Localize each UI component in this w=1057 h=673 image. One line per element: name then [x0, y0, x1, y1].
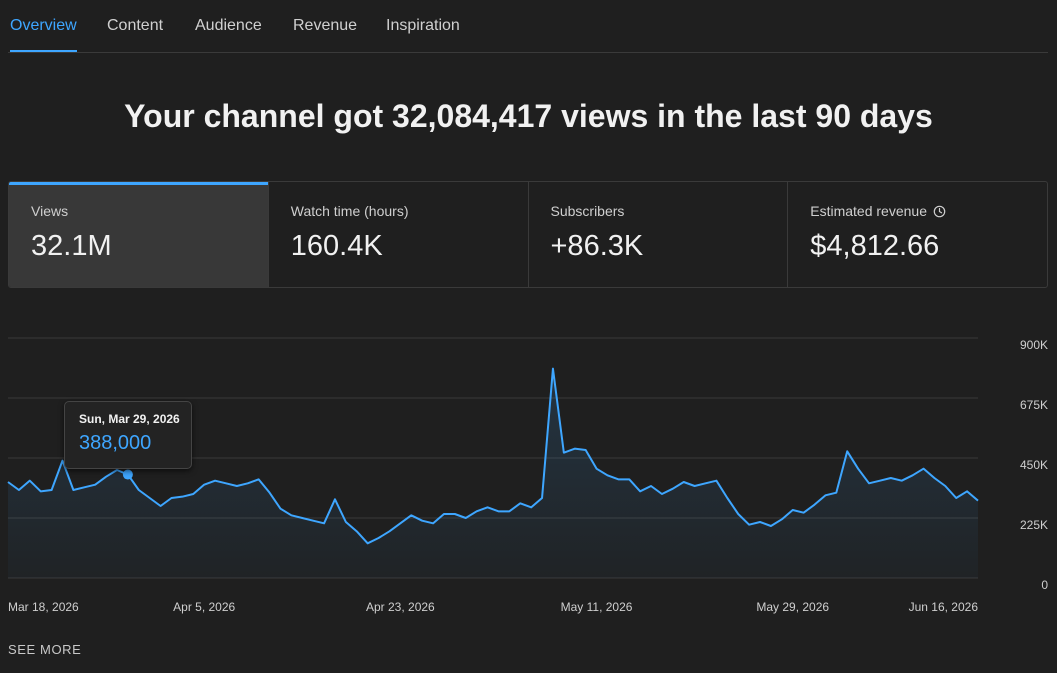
metric-card-watch-time[interactable]: Watch time (hours) 160.4K: [267, 182, 528, 287]
tab-audience[interactable]: Audience: [195, 17, 262, 34]
x-tick-label: Jun 16, 2026: [909, 600, 979, 614]
metric-label-text: Estimated revenue: [810, 203, 927, 219]
metric-label-text: Views: [31, 203, 69, 219]
metric-label: Views: [31, 203, 68, 219]
tab-inspiration[interactable]: Inspiration: [386, 17, 460, 34]
metric-label: Watch time (hours): [291, 203, 409, 219]
tab-content[interactable]: Content: [107, 17, 164, 34]
clock-icon[interactable]: [933, 205, 946, 218]
metric-label: Subscribers: [551, 203, 625, 219]
see-more-link[interactable]: SEE MORE: [8, 642, 82, 657]
y-tick-label: 675K: [1020, 398, 1048, 412]
metric-label: Estimated revenue: [810, 203, 946, 219]
tab-revenue[interactable]: Revenue: [293, 17, 358, 34]
x-tick-label: Mar 18, 2026: [8, 600, 79, 614]
y-tick-label: 225K: [1020, 518, 1048, 532]
y-tick-label: 0: [1041, 578, 1048, 592]
x-tick-label: Apr 23, 2026: [366, 600, 435, 614]
x-tick-label: May 11, 2026: [561, 600, 633, 614]
tooltip-value: 388,000: [79, 432, 152, 454]
metric-value: $4,812.66: [810, 230, 940, 262]
y-tick-label: 900K: [1020, 338, 1048, 352]
tooltip-date: Sun, Mar 29, 2026: [79, 412, 180, 426]
metric-value: +86.3K: [550, 230, 644, 262]
metric-card-views[interactable]: Views 32.1M: [9, 182, 268, 287]
metric-label-text: Watch time (hours): [290, 203, 409, 219]
chart-tooltip: Sun, Mar 29, 2026 388,000: [64, 401, 192, 469]
views-chart: 900K 675K 450K 225K 0 Mar 18, 2026 Apr 5, 202…: [7, 337, 1048, 614]
metric-label-text: Subscribers: [550, 203, 625, 219]
metric-value: 32.1M: [31, 230, 112, 262]
analytics-tabs: Overview Content Audience Revenue Inspir…: [8, 0, 1048, 53]
page-headline: Your channel got 32,084,417 views in the…: [124, 98, 933, 134]
metric-value: 160.4K: [290, 230, 383, 262]
tab-overview[interactable]: Overview: [10, 0, 77, 52]
metric-card-estimated-revenue[interactable]: Estimated revenue $4,812.66: [787, 182, 1047, 287]
views-area-fill: [8, 368, 978, 578]
views-series-line: [7, 367, 979, 545]
metric-cards: Views 32.1M Watch time (hours) 160.4K Su…: [8, 181, 1048, 288]
metric-card-subscribers[interactable]: Subscribers +86.3K: [527, 182, 788, 287]
y-tick-label: 450K: [1020, 458, 1048, 472]
highlight-point: [122, 469, 133, 480]
x-tick-label: Apr 5, 2026: [173, 600, 235, 614]
x-tick-label: May 29, 2026: [756, 600, 829, 614]
